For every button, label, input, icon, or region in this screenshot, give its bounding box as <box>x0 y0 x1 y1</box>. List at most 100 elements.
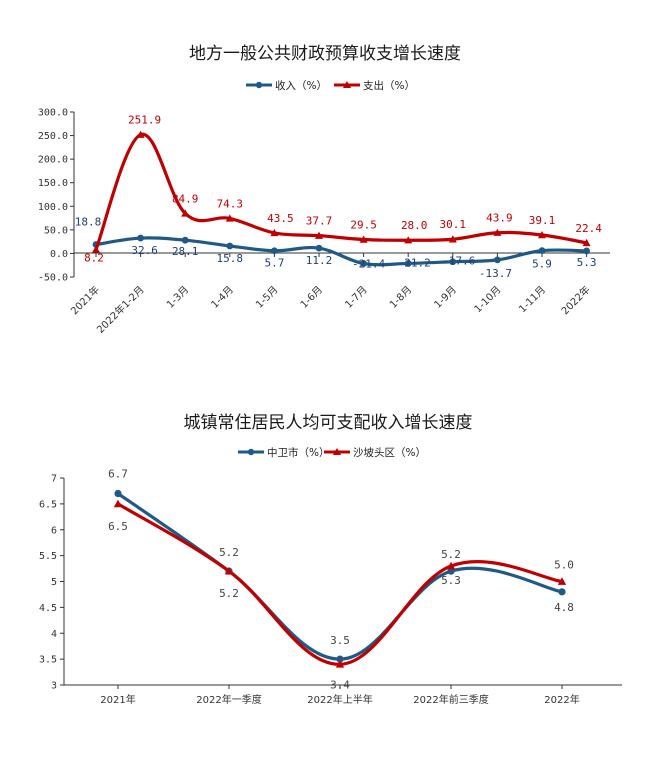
point-expense <box>315 231 323 239</box>
chart2-title: 城镇常住居民人均可支配收入增长速度 <box>184 413 473 433</box>
chart2-series <box>113 489 567 668</box>
legend1-label-expense: 支出（%） <box>363 79 415 92</box>
chart2-y-tick-label: 7 <box>51 474 57 485</box>
data-label-income: 18.8 <box>75 216 102 229</box>
data-label-expense: 29.5 <box>350 219 377 232</box>
point-shapotou <box>335 660 345 668</box>
data-label-shapotou: 5.2 <box>219 587 239 600</box>
point-expense <box>270 228 279 237</box>
chart1-x-tick-label: 1-6月 <box>298 284 325 311</box>
chart1-x-tick-label: 2021年 <box>68 283 102 317</box>
data-label-expense: 84.9 <box>172 192 199 205</box>
legend2-marker-zhongwei <box>247 448 255 456</box>
point-income <box>449 258 457 266</box>
chart2-y-tick-label: 3.5 <box>39 655 57 666</box>
data-label-shapotou: 5.3 <box>441 574 461 587</box>
chart2-x-axis: 2021年 2022年一季度 2022年上半年 2022年前三季度 2022年 <box>64 684 622 706</box>
chart1-y-axis: 300.0 250.0 200.0 150.0 100.0 50.0 0.0 -50.0 <box>38 108 75 284</box>
chart2-y-tick-label: 6.5 <box>39 499 57 510</box>
legend1-marker-expense <box>343 81 351 88</box>
chart1-y-tick-label: 250.0 <box>38 131 68 142</box>
series-line-expense <box>94 133 587 251</box>
chart1-y-tick-label: 150.0 <box>38 178 68 189</box>
data-label-income: -13.7 <box>479 267 512 280</box>
data-label-income: -17.6 <box>442 255 475 268</box>
chart1-x-tick-label: 1-10月 <box>472 284 504 316</box>
point-expense <box>359 235 368 243</box>
point-expense <box>181 209 190 217</box>
chart1-y-tick-label: 100.0 <box>38 202 68 213</box>
point-income <box>315 244 323 252</box>
data-label-shapotou: 6.5 <box>108 520 128 533</box>
series-line-income <box>95 236 587 267</box>
chart2-y-tick-label: 6 <box>51 525 57 536</box>
data-label-income: 11.2 <box>306 254 333 267</box>
chart2-legend: 中卫市（%） 沙坡头区（%） <box>238 446 426 459</box>
chart2-x-tick-label: 2022年上半年 <box>307 693 372 706</box>
point-income <box>137 234 145 242</box>
chart1-x-tick-label: 1-11月 <box>517 284 549 316</box>
chart1-series <box>92 130 591 267</box>
point-zhongwei <box>114 489 122 498</box>
chart1-y-tick-label: 300.0 <box>38 108 68 119</box>
chart1-x-tick-label: 1-4月 <box>209 284 236 311</box>
point-expense <box>448 235 457 243</box>
legend1-label-income: 收入（%） <box>275 79 327 92</box>
chart1-x-tick-label: 2022年1-2月 <box>94 283 147 336</box>
chart2-y-tick-label: 5 <box>51 577 57 588</box>
point-shapotou <box>224 566 234 575</box>
chart-income-growth: 城镇常住居民人均可支配收入增长速度 中卫市（%） 沙坡头区（%） 7 6.5 6 5.… <box>39 413 622 706</box>
data-label-income: 5.9 <box>532 258 552 271</box>
point-income <box>271 247 278 255</box>
chart1-x-tick-label: 1-7月 <box>343 284 370 311</box>
point-zhongwei <box>558 588 566 596</box>
chart1-x-tick-label: 1-8月 <box>387 284 414 311</box>
data-label-expense: 43.9 <box>486 212 513 225</box>
chart1-y-tick-label: 200.0 <box>38 155 68 166</box>
point-income <box>360 260 367 267</box>
chart2-x-tick-label: 2022年一季度 <box>196 693 261 706</box>
point-expense <box>493 228 502 236</box>
point-shapotou <box>113 499 123 508</box>
point-expense <box>136 130 145 138</box>
point-income <box>494 256 501 264</box>
chart1-y-tick-label: 0.0 <box>50 249 68 260</box>
data-label-expense: 43.5 <box>267 212 294 225</box>
legend2-marker-shapotou <box>333 448 341 455</box>
chart2-y-axis: 7 6.5 6 5.5 5 4.5 4 3.5 3 <box>39 474 65 692</box>
chart1-x-tick-label: 1-5月 <box>253 284 280 311</box>
data-label-zhongwei: 4.8 <box>554 601 574 614</box>
point-expense <box>92 245 100 253</box>
data-label-shapotou: 5.0 <box>554 559 574 572</box>
data-label-shapotou: 3.4 <box>330 678 350 691</box>
chart1-data-labels: 18.8 32.6 28.1 15.8 5.7 11.2 -21.4 -21.2 -17.6 -1… <box>75 114 602 280</box>
chart2-x-tick-label: 2021年 <box>100 693 135 706</box>
data-label-income: 5.3 <box>577 256 597 269</box>
chart2-y-tick-label: 5.5 <box>39 551 57 562</box>
chart1-x-tick-label: 1-9月 <box>432 284 459 311</box>
chart2-x-tick-label: 2022年 <box>544 693 579 706</box>
data-label-expense: 251.9 <box>128 114 161 127</box>
point-income <box>404 260 412 267</box>
legend2-label-shapotou: 沙坡头区（%） <box>353 446 426 459</box>
chart1-x-tick-label: 2022年 <box>558 283 592 317</box>
data-label-income: 5.7 <box>264 257 284 270</box>
data-label-income: 32.6 <box>131 244 158 257</box>
chart1-y-tick-label: -50.0 <box>38 273 68 284</box>
point-expense <box>404 236 413 244</box>
chart2-data-labels: 6.7 5.2 3.5 5.2 4.8 6.5 5.2 3.4 5.3 5.0 <box>108 468 574 692</box>
data-label-expense: 8.2 <box>84 252 104 265</box>
chart1-title: 地方一般公共财政预算收支增长速度 <box>189 44 461 64</box>
point-expense <box>538 230 546 239</box>
chart1-x-tick-label: 1-3月 <box>164 284 191 311</box>
point-income <box>538 247 546 255</box>
data-label-zhongwei: 5.2 <box>441 548 461 561</box>
point-income <box>181 236 189 244</box>
point-income <box>583 247 590 255</box>
data-label-income: 15.8 <box>217 252 244 265</box>
point-zhongwei <box>336 655 344 663</box>
point-income <box>226 242 234 250</box>
chart2-x-tick-label: 2022年前三季度 <box>413 693 488 706</box>
legend2-label-zhongwei: 中卫市（%） <box>267 446 329 459</box>
